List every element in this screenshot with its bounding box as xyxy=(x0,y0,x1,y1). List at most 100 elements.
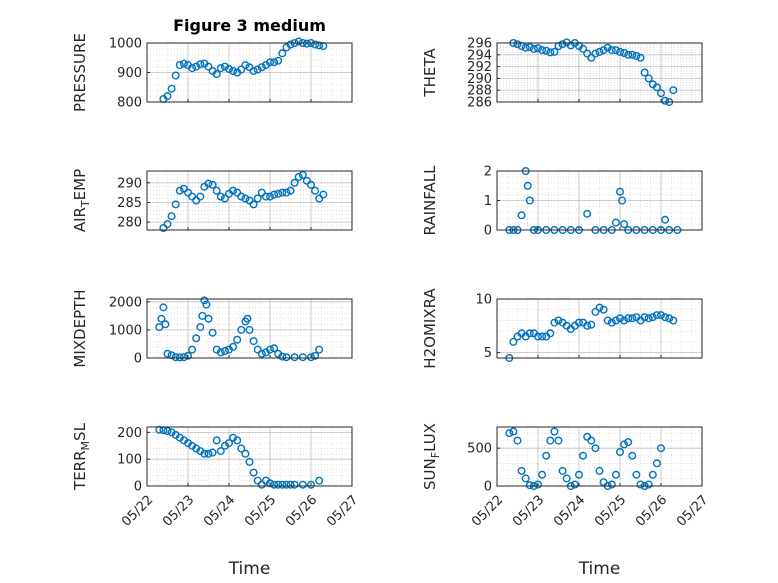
y-axis-label: H2OMIXRA xyxy=(421,288,439,369)
data-point xyxy=(163,427,172,436)
data-point xyxy=(603,316,612,325)
data-point xyxy=(595,303,604,312)
data-point xyxy=(632,470,641,479)
data-point xyxy=(575,318,584,327)
data-point xyxy=(523,181,532,190)
data-point xyxy=(188,345,197,354)
data-point xyxy=(595,466,604,475)
data-point xyxy=(657,89,666,98)
data-point xyxy=(266,58,275,67)
y-axis-label: MIXDEPTH xyxy=(71,289,89,367)
data-point xyxy=(204,449,213,458)
data-point xyxy=(241,61,250,70)
data-point xyxy=(229,342,238,351)
data-point xyxy=(640,313,649,322)
data-point xyxy=(302,39,311,48)
x-axis-label: Time xyxy=(228,559,271,579)
x-tick-label: 05/23 xyxy=(510,493,547,530)
major-grid xyxy=(147,299,352,358)
data-point xyxy=(171,200,180,209)
data-point xyxy=(517,466,526,475)
data-point xyxy=(636,480,645,489)
y-axis-label: THETA xyxy=(421,48,439,98)
data-point xyxy=(229,186,238,195)
y-tick-label: 290 xyxy=(117,176,142,191)
y-axis-label-text: PRESSURE xyxy=(71,33,89,112)
y-tick-label: 0 xyxy=(134,480,142,495)
data-point xyxy=(620,440,629,449)
data-point xyxy=(513,40,522,49)
data-point xyxy=(558,40,567,49)
axes-box xyxy=(496,426,703,487)
data-point xyxy=(253,65,262,74)
data-point xyxy=(616,314,625,323)
data-point xyxy=(521,474,530,483)
data-point xyxy=(270,190,279,199)
data-point xyxy=(290,480,299,489)
data-point xyxy=(253,476,262,485)
data-point xyxy=(298,170,307,179)
data-point xyxy=(202,300,211,309)
data-point xyxy=(529,44,538,53)
data-point xyxy=(216,447,225,456)
data-point xyxy=(652,311,661,320)
data-point xyxy=(192,334,201,343)
data-point xyxy=(616,187,625,196)
chart-title: Figure 3 medium xyxy=(173,16,326,35)
data-point xyxy=(579,44,588,53)
data-series xyxy=(159,170,328,232)
data-point xyxy=(200,296,209,305)
y-axis-label-text: SUN xyxy=(421,458,439,490)
data-point xyxy=(167,84,176,93)
data-point xyxy=(546,48,555,57)
data-point xyxy=(521,43,530,52)
x-axis-label: Time xyxy=(578,559,621,579)
data-point xyxy=(591,444,600,453)
data-point xyxy=(286,186,295,195)
data-point xyxy=(591,307,600,316)
data-point xyxy=(196,60,205,69)
data-point xyxy=(243,314,252,323)
data-point xyxy=(562,474,571,483)
y-tick-label: 800 xyxy=(117,96,142,111)
data-point xyxy=(294,172,303,181)
x-tick-label: 05/25 xyxy=(242,493,279,530)
data-point xyxy=(550,47,559,56)
data-point xyxy=(204,314,213,323)
y-axis-label-suffix: SL xyxy=(71,422,89,441)
data-point xyxy=(628,314,637,323)
data-point xyxy=(179,59,188,68)
data-point xyxy=(179,353,188,362)
data-point xyxy=(188,64,197,73)
data-point xyxy=(196,192,205,201)
data-point xyxy=(618,196,627,205)
data-point xyxy=(669,316,678,325)
y-tick-label: 500 xyxy=(467,442,492,457)
x-tick-label: 05/27 xyxy=(324,493,361,530)
data-series xyxy=(509,38,678,106)
data-point xyxy=(229,66,238,75)
plot-area xyxy=(497,427,702,486)
data-point xyxy=(513,436,522,445)
y-tick-label: 1 xyxy=(484,194,492,209)
data-point xyxy=(583,321,592,330)
data-point xyxy=(266,479,275,488)
x-tick-label: 05/22 xyxy=(119,493,156,530)
data-point xyxy=(657,311,666,320)
data-point xyxy=(624,50,633,59)
data-point xyxy=(665,314,674,323)
data-point xyxy=(311,40,320,49)
data-point xyxy=(171,353,180,362)
data-point xyxy=(570,480,579,489)
data-point xyxy=(624,314,633,323)
data-point xyxy=(595,47,604,56)
data-series xyxy=(155,425,324,489)
y-tick-label: 294 xyxy=(467,48,492,63)
y-axis-label-text: AIR xyxy=(71,207,89,232)
data-point xyxy=(266,192,275,201)
y-axis-label-text: RAINFALL xyxy=(421,165,439,236)
data-point xyxy=(644,314,653,323)
data-point xyxy=(274,56,283,65)
